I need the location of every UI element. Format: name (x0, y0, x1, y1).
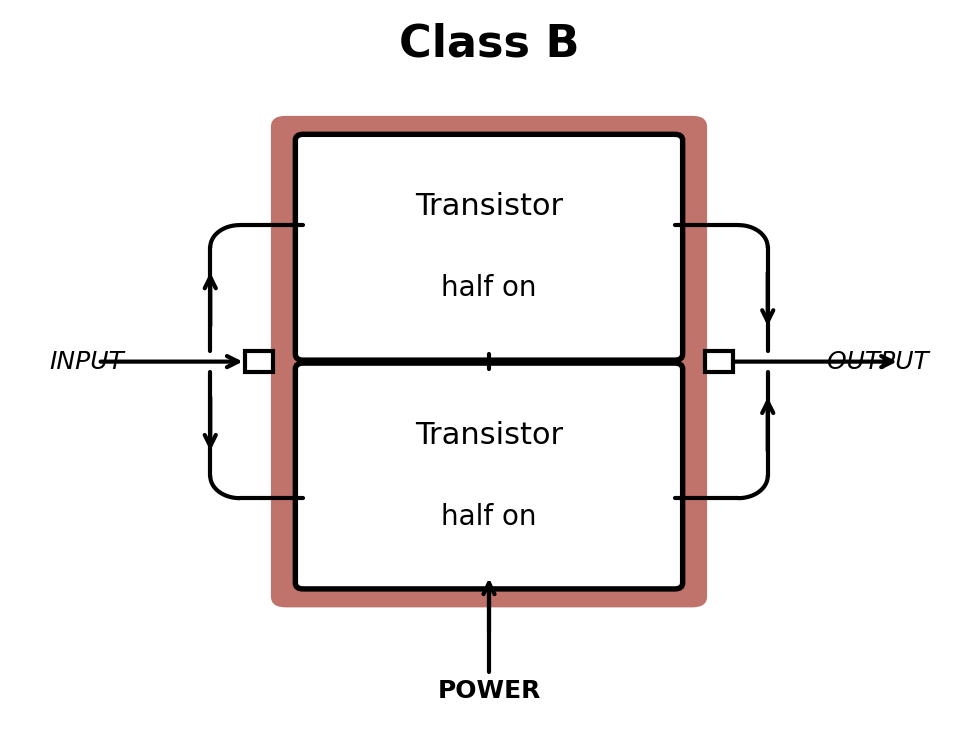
Text: INPUT: INPUT (49, 350, 123, 373)
Bar (245, 351, 273, 372)
Text: Transistor: Transistor (414, 192, 563, 221)
FancyBboxPatch shape (271, 116, 706, 379)
FancyBboxPatch shape (295, 134, 682, 360)
Text: Class B: Class B (399, 22, 578, 65)
FancyBboxPatch shape (295, 363, 682, 589)
Text: OUTPUT: OUTPUT (827, 350, 928, 373)
FancyBboxPatch shape (271, 345, 706, 607)
Text: POWER: POWER (437, 679, 540, 703)
Text: Transistor: Transistor (414, 421, 563, 450)
Text: half on: half on (441, 274, 536, 302)
Bar (704, 351, 732, 372)
Text: half on: half on (441, 503, 536, 531)
